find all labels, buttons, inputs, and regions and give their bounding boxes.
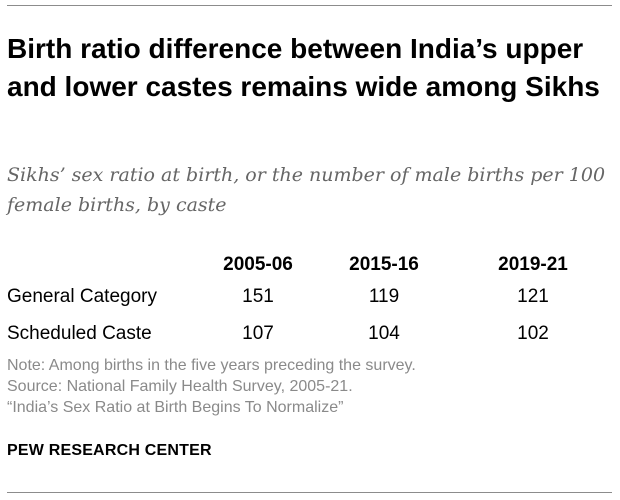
table-cell-value: 102 [517,323,549,344]
table-cell-value: 119 [368,286,400,307]
row-label: General Category [7,286,157,307]
column-header: 2019-21 [498,254,568,275]
row-label: Scheduled Caste [7,323,152,344]
data-table: 2005-06 2015-16 2019-21 General Category… [0,248,620,356]
column-header: 2015-16 [349,254,419,275]
table-cell-value: 121 [517,286,549,307]
report-title: “India’s Sex Ratio at Birth Begins To No… [7,399,344,416]
organization-logo-text: PEW RESEARCH CENTER [7,442,212,459]
chart-subtitle: Sikhs’ sex ratio at birth, or the number… [7,164,606,216]
table-cell-value: 107 [242,323,274,344]
table-cell-value: 104 [368,323,400,344]
bottom-divider [7,492,612,493]
table-cell-value: 151 [242,286,274,307]
notes: Note: Among births in the five years pre… [7,355,612,418]
source-text: Source: National Family Health Survey, 2… [7,378,353,395]
note-text: Note: Among births in the five years pre… [7,357,416,374]
column-header: 2005-06 [223,254,293,275]
chart-title: Birth ratio difference between India’s u… [7,33,600,102]
top-divider [7,5,612,6]
